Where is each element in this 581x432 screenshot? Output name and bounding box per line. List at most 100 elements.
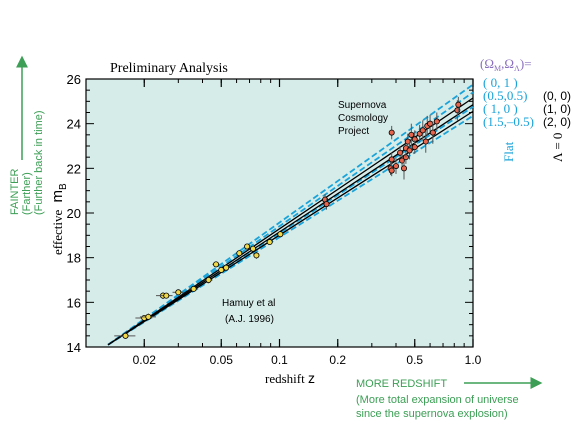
point-marker (213, 261, 220, 268)
data-point (408, 123, 415, 146)
x-tick-label: 0.05 (210, 353, 234, 367)
point-marker (454, 107, 461, 114)
data-point (244, 243, 251, 250)
point-marker (399, 157, 406, 164)
data-point (323, 198, 330, 210)
data-point (455, 96, 462, 113)
point-marker (404, 138, 411, 145)
point-marker (122, 332, 129, 339)
data-point (406, 141, 413, 160)
point-marker (406, 147, 413, 154)
point-marker (323, 201, 330, 208)
legend-row-4-left: (1.5,–0.5) (483, 114, 534, 129)
legend: (ΩM,ΩΛ)= ( 0, 1 ) (0.5,0.5) ( 1, 0 ) (1.… (480, 56, 571, 162)
x-tick-label: 1.0 (465, 353, 482, 367)
point-marker (388, 167, 395, 174)
legend-row-3-right: (1, 0) (543, 102, 571, 116)
point-marker (205, 276, 212, 283)
y-tick-label: 16 (67, 295, 81, 310)
plot-area (85, 78, 474, 348)
y-tick-label: 26 (67, 72, 81, 87)
data-point (253, 252, 260, 259)
data-point (433, 112, 440, 131)
data-point (399, 152, 406, 169)
y-tick-label: 22 (67, 161, 81, 176)
point-marker (422, 138, 429, 145)
data-point (411, 140, 418, 154)
point-marker (392, 163, 399, 170)
expansion-label-1: (More total expansion of universe (356, 394, 519, 406)
x-tick-label: 0.5 (406, 353, 423, 367)
y-axis-label: effective mB (49, 183, 69, 255)
data-point (401, 157, 408, 180)
point-marker (163, 292, 170, 299)
legend-header: (ΩM,ΩΛ)= (480, 56, 532, 73)
further-back-label: (Further back in time) (33, 110, 45, 215)
y-tick-label: 24 (67, 117, 81, 132)
point-marker (253, 252, 260, 259)
point-marker (401, 165, 408, 172)
point-marker (145, 313, 152, 320)
data-point (222, 264, 230, 271)
x-tick-label: 0.2 (329, 353, 346, 367)
point-marker (388, 129, 395, 136)
legend-row-3-left: ( 1, 0 ) (483, 101, 518, 116)
data-point (217, 266, 225, 273)
farther-label: (Farther) (21, 172, 33, 215)
x-axis-label: redshift z (265, 370, 315, 386)
data-point (266, 239, 273, 246)
data-point (204, 276, 213, 284)
legend-row-4-right: (2, 0) (543, 115, 571, 129)
point-marker (388, 156, 395, 163)
x-tick-label: 0.1 (271, 353, 288, 367)
data-point (159, 292, 173, 299)
y-tick-label: 18 (67, 251, 81, 266)
data-point (404, 133, 411, 150)
points-layer (114, 96, 462, 339)
point-marker (277, 231, 284, 238)
x-tick-label: 0.02 (133, 353, 157, 367)
model-curve (107, 83, 474, 346)
data-point (422, 130, 429, 153)
data-point (114, 332, 136, 339)
data-point (139, 313, 156, 321)
point-marker (250, 245, 257, 252)
chart-title: Preliminary Analysis (110, 61, 228, 76)
point-marker (408, 131, 415, 138)
data-point (388, 152, 395, 167)
annotation-hamuy: Hamuy et al (A.J. 1996) (222, 298, 278, 325)
data-point (277, 231, 284, 238)
fainter-label: FAINTER (9, 168, 21, 215)
more-redshift-label: MORE REDSHIFT (356, 378, 447, 390)
x-axis: 0.02 0.05 0.1 0.2 0.5 1.0 (85, 79, 482, 367)
legend-lambda-label: Λ = 0 (550, 133, 565, 162)
point-marker (419, 127, 426, 134)
expansion-label-2: since the supernova explosion) (356, 408, 508, 420)
point-marker (455, 101, 462, 108)
data-point (388, 164, 395, 177)
data-point (236, 250, 243, 257)
point-marker (429, 129, 436, 136)
data-point (388, 125, 395, 140)
point-marker (397, 149, 404, 156)
point-marker (223, 264, 230, 271)
point-marker (175, 289, 182, 296)
legend-row-2-left: (0.5,0.5) (483, 88, 527, 103)
point-marker (427, 120, 434, 127)
data-point (429, 121, 436, 144)
data-point (397, 146, 404, 160)
data-point (392, 158, 399, 174)
redshift-note: MORE REDSHIFT (More total expansion of u… (356, 377, 543, 420)
data-point (172, 289, 184, 296)
data-point (212, 261, 220, 268)
point-marker (433, 118, 440, 125)
y-tick-label: 20 (67, 206, 81, 221)
model-curve (107, 104, 474, 346)
legend-row-2-right: (0, 0) (543, 89, 571, 103)
legend-row-1-left: ( 0, 1 ) (483, 75, 518, 90)
point-marker (411, 144, 418, 151)
point-marker (266, 239, 273, 246)
data-point (250, 245, 257, 252)
y-axis: 14 16 18 20 22 24 26 (67, 72, 473, 355)
